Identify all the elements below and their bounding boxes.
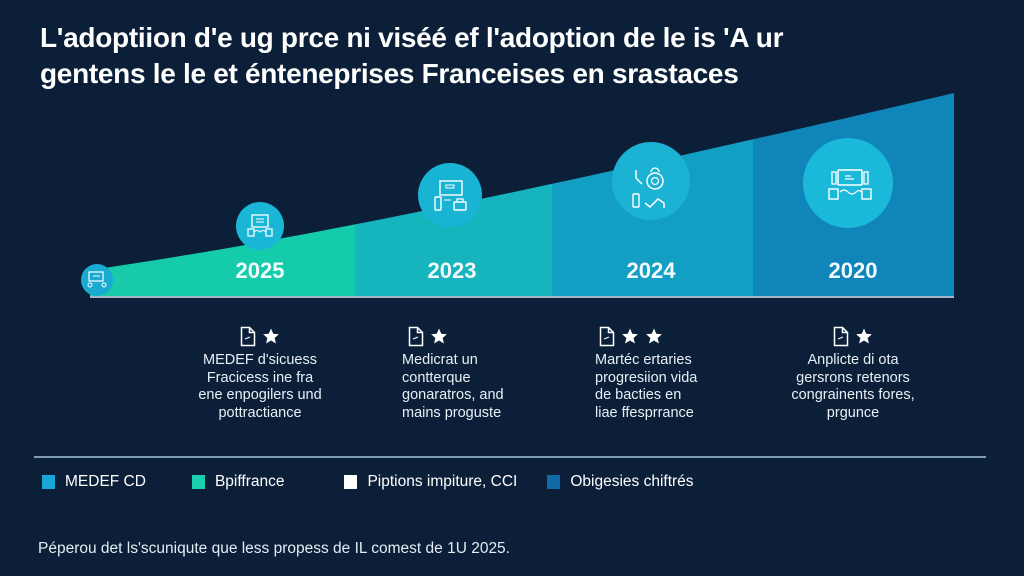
legend-item-cci: Piptions impiture, CCI: [344, 473, 517, 491]
star-icon: [431, 328, 447, 344]
year-label-2025: 2025: [235, 258, 285, 283]
document-icon: [833, 326, 849, 346]
document-icon: [408, 326, 424, 346]
stage-description-2025: MEDEF d'sicuess Fracicess ine fra ene en…: [160, 324, 360, 422]
legend-item-objectifs: Obigesies chiftrés: [547, 473, 694, 491]
stage-description-2024: Martéc ertaries progresiion vida de bact…: [551, 324, 751, 422]
legend-swatch: [547, 475, 561, 489]
footnote: Péperou det ls'scuniqute que less propes…: [38, 540, 510, 557]
people-at-board-icon: [236, 202, 284, 250]
title-line-1: L'adoptiion d'e ug prce ni viséé ef l'ad…: [40, 22, 784, 53]
stage-text: Medicrat un contterque gonaratros, and m…: [402, 352, 504, 421]
presentation-icon: [81, 264, 113, 296]
stage-description-2020: Anplicte di ota gersrons retenors congra…: [753, 324, 953, 422]
page-title: L'adoptiion d'e ug prce ni viséé ef l'ad…: [40, 20, 940, 92]
stage-description-2023: Medicrat un contterque gonaratros, and m…: [352, 324, 552, 422]
legend-item-medef: MEDEF CD: [42, 473, 146, 491]
document-icon: [599, 326, 615, 346]
document-icon: [240, 326, 256, 346]
legend-swatch: [42, 475, 55, 489]
star-icon: [622, 328, 638, 344]
legend-swatch: [191, 475, 205, 489]
legend-label: Piptions impiture, CCI: [367, 473, 518, 490]
segment-start: [90, 93, 155, 296]
legend-divider: [34, 456, 986, 458]
stage-text: Martéc ertaries progresiion vida de bact…: [595, 352, 698, 421]
ai-brain-growth-icon: [612, 142, 690, 220]
stage-text: MEDEF d'sicuess Fracicess ine fra ene en…: [198, 352, 322, 421]
legend: MEDEF CD Bpiffrance Piptions impiture, C…: [42, 473, 736, 491]
title-line-2: gentens le le et énteneprises Franceises…: [40, 58, 739, 89]
star-icon: [263, 328, 279, 344]
legend-label: MEDEF CD: [65, 473, 146, 490]
star-icon: [646, 328, 662, 344]
area-chart: [81, 93, 954, 298]
legend-swatch: [344, 475, 358, 489]
legend-label: Bpiffrance: [214, 473, 285, 490]
star-icon: [856, 328, 872, 344]
legend-item-bpifrance: Bpiffrance: [191, 473, 285, 491]
meeting-screen-icon: [803, 138, 893, 228]
year-label-2023: 2023: [427, 258, 477, 283]
year-label-2024: 2024: [626, 258, 676, 283]
stage-text: Anplicte di ota gersrons retenors congra…: [791, 352, 915, 421]
year-label-2020: 2020: [828, 258, 878, 283]
legend-label: Obigesies chiftrés: [570, 473, 694, 490]
devices-dashboard-icon: [418, 163, 482, 227]
